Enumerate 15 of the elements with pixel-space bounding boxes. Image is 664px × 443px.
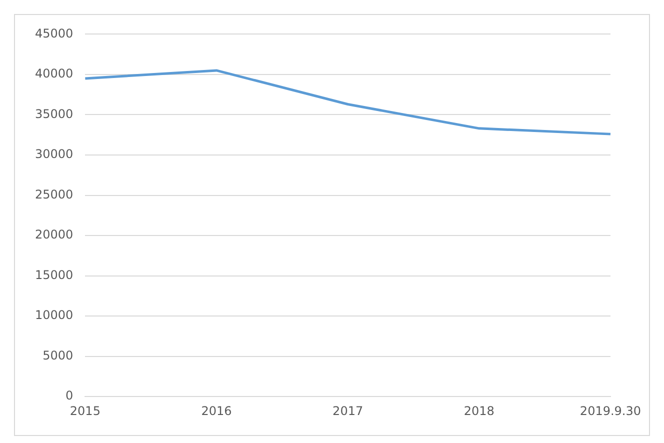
y-tick-label: 30000 [34, 147, 74, 162]
y-tick-label: 25000 [34, 187, 74, 202]
x-tick-label: 2016 [201, 404, 232, 418]
y-tick-label: 15000 [34, 268, 74, 282]
y-tick-label: 40000 [34, 66, 74, 81]
x-tick-label: 2015 [70, 404, 100, 418]
x-tick-label: 2017 [332, 404, 364, 418]
x-tick-label: 2019.9.30 [580, 404, 642, 418]
y-tick-label: 20000 [34, 228, 74, 242]
y-tick-label: 5000 [42, 348, 74, 362]
y-tick-label: 35000 [34, 106, 74, 121]
y-tick-label: 10000 [34, 308, 74, 322]
x-tick-label: 2018 [464, 404, 494, 418]
y-tick-label: 0 [66, 388, 74, 403]
y-tick-label: 45000 [34, 26, 74, 40]
